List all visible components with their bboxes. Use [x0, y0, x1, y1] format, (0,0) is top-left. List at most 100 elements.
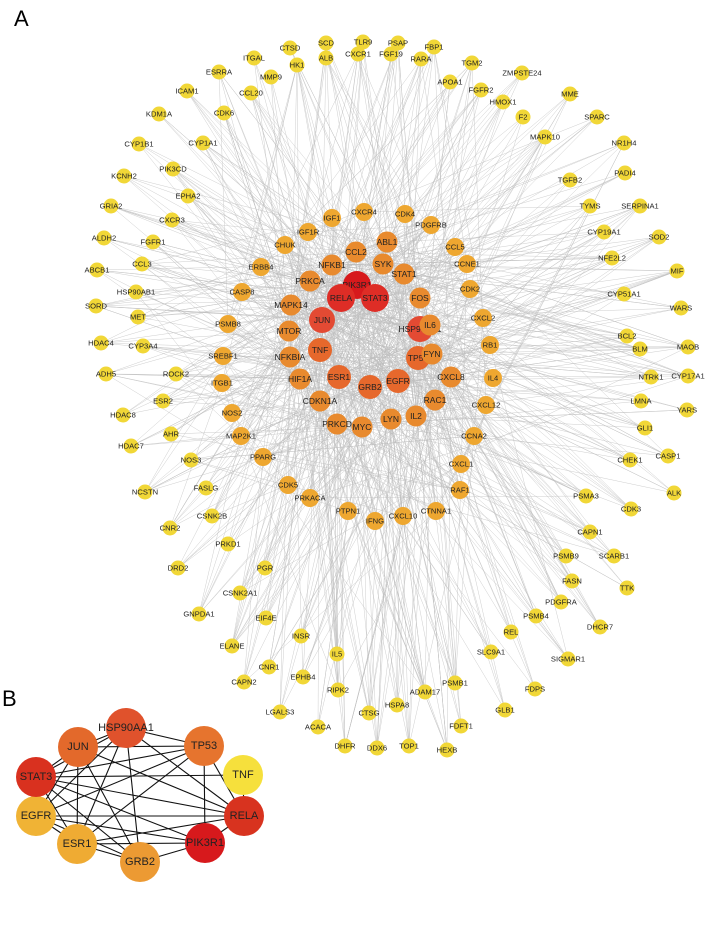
- node-label: CXCL2: [471, 314, 495, 323]
- node-fyn: FYN: [421, 343, 443, 365]
- node-blm: BLM: [632, 341, 648, 357]
- node-kdm1a: KDM1A: [146, 106, 173, 122]
- node-circle: [622, 452, 638, 468]
- node-esr1: ESR1: [327, 365, 351, 389]
- node-label: PRKD1: [215, 540, 240, 549]
- node-label: FGFR1: [141, 238, 166, 247]
- node-cyp3a4: CYP3A4: [128, 338, 158, 354]
- node-esrra: ESRRA: [206, 64, 233, 80]
- node-cxcl2: CXCL2: [471, 309, 495, 327]
- node-circle: [578, 488, 594, 504]
- node-apoa1: APOA1: [437, 74, 463, 90]
- node-circle: [337, 738, 353, 754]
- node-label: GRB2: [358, 382, 381, 392]
- node-circle: [417, 684, 433, 700]
- node-circle: [195, 135, 211, 151]
- node-syk: SYK: [372, 253, 394, 275]
- node-label: TLR9: [354, 38, 373, 47]
- node-circle: [179, 83, 195, 99]
- node-lmna: LMNA: [630, 393, 652, 409]
- node-circle: [465, 427, 483, 445]
- node-circle: [596, 224, 612, 240]
- node-circle: [327, 284, 355, 312]
- node-label: MAPK14: [274, 300, 308, 310]
- node-circle: [214, 347, 232, 365]
- node-circle: [355, 203, 373, 221]
- node-label: INSR: [292, 632, 311, 641]
- node-label: HMOX1: [489, 98, 516, 107]
- node-hif1a: HIF1A: [288, 368, 312, 390]
- node-circle: [272, 704, 288, 720]
- edge-tp53-egfr: [35, 745, 205, 817]
- node-label: CXCR1: [345, 50, 371, 59]
- node-circle: [369, 740, 385, 756]
- node-label: STAT3: [362, 293, 387, 303]
- node-insr: INSR: [292, 628, 311, 644]
- node-label: MYC: [353, 422, 372, 432]
- node-label: HSPA8: [385, 701, 409, 710]
- node-label: ACACA: [305, 723, 332, 732]
- node-circle: [134, 256, 150, 272]
- node-label: DHFR: [334, 742, 356, 751]
- node-circle: [165, 161, 181, 177]
- node-label: JUN: [314, 315, 331, 325]
- node-label: FYN: [424, 349, 441, 359]
- node-label: EPHA2: [176, 192, 201, 201]
- node-cnr2: CNR2: [160, 520, 180, 536]
- node-lgals3: LGALS3: [266, 704, 294, 720]
- node-nfe2l2: NFE2L2: [598, 250, 626, 266]
- node-fdft1: FDFT1: [449, 718, 473, 734]
- node-circle: [151, 106, 167, 122]
- node-label: CXCL8: [437, 372, 465, 382]
- node-circle: [232, 585, 248, 601]
- node-circle: [477, 396, 495, 414]
- node-ccl20: CCL20: [239, 85, 263, 101]
- node-label: CYP19A1: [587, 228, 620, 237]
- node-label: ELANE: [220, 642, 245, 651]
- node-ccna2: CCNA2: [461, 427, 487, 445]
- node-circle: [376, 231, 398, 253]
- hub-node-tnf: TNF: [223, 755, 263, 795]
- node-label: FASLG: [194, 484, 219, 493]
- node-circle: [155, 393, 171, 409]
- hub-node-circle: [106, 708, 146, 748]
- hub-node-stat3: STAT3: [16, 757, 56, 797]
- node-circle: [390, 35, 406, 51]
- node-circle: [330, 682, 346, 698]
- node-nr1h4: NR1H4: [612, 135, 636, 151]
- node-circle: [361, 284, 389, 312]
- node-circle: [633, 393, 649, 409]
- node-label: CYP1A1: [188, 139, 217, 148]
- node-label: SREBF1: [208, 352, 238, 361]
- node-circle: [446, 238, 464, 256]
- node-circle: [537, 129, 553, 145]
- node-circle: [339, 502, 357, 520]
- node-cdk3: CDK3: [621, 501, 641, 517]
- node-circle: [329, 646, 345, 662]
- panel-a-nodes: PIK3R1 RELA STAT3 JUN HSP90AA1 TNF TP53 ESR1 GRB…: [85, 34, 705, 758]
- node-circle: [204, 508, 220, 524]
- node-adam17: ADAM17: [410, 684, 440, 700]
- node-label: CSNK2A1: [223, 589, 258, 598]
- node-circle: [401, 738, 417, 754]
- node-circle: [358, 375, 382, 399]
- node-label: FASN: [562, 577, 582, 586]
- node-pdgfrb: PDGFRB: [415, 216, 447, 234]
- node-label: RAF1: [450, 486, 469, 495]
- node-label: PTPN1: [336, 507, 360, 516]
- node-label: BLM: [632, 345, 648, 354]
- edge-stat3-pik3r1: [35, 776, 206, 844]
- node-circle: [643, 369, 659, 385]
- edge-stat3-rela: [35, 776, 245, 817]
- node-label: TOP1: [399, 742, 419, 751]
- node-circle: [88, 298, 104, 314]
- node-label: ALB: [319, 54, 333, 63]
- node-label: FDFT1: [449, 722, 473, 731]
- node-label: NOS3: [181, 456, 202, 465]
- node-chuk: CHUK: [274, 236, 296, 254]
- node-tyms: TYMS: [579, 198, 601, 214]
- node-wars: WARS: [670, 300, 692, 316]
- node-icam1: ICAM1: [175, 83, 199, 99]
- node-label: PRKACA: [294, 494, 326, 503]
- edge-rela-esr1: [76, 815, 245, 845]
